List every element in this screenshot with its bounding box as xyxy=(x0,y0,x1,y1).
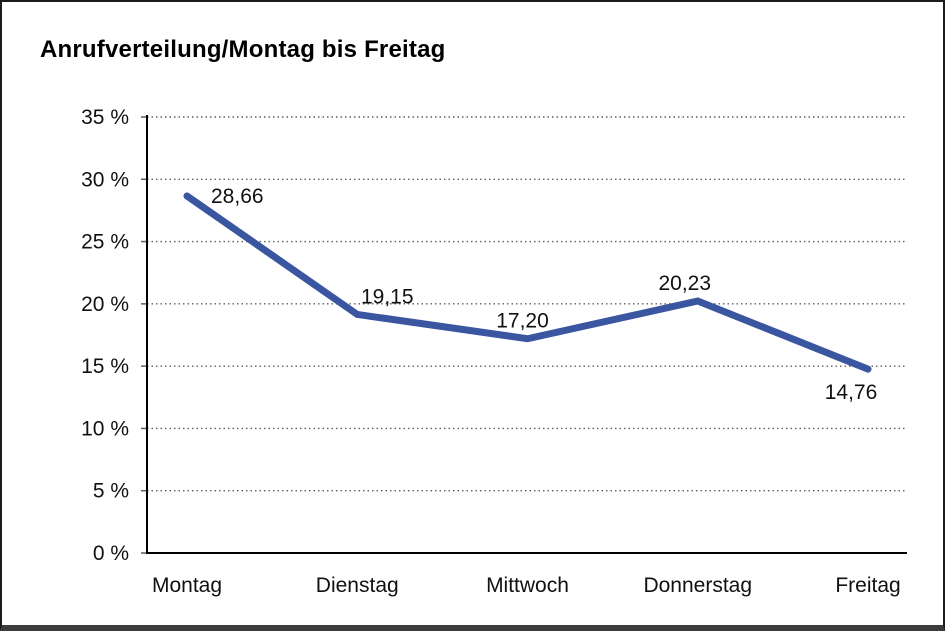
x-category-label: Montag xyxy=(152,574,222,597)
gridlines xyxy=(147,116,907,492)
y-tick-label: 25 % xyxy=(81,231,129,254)
x-category-label: Donnerstag xyxy=(643,574,752,597)
chart-title: Anrufverteilung/Montag bis Freitag xyxy=(40,36,446,63)
x-axis-category-labels: Montag Dienstag Mittwoch Donnerstag Freitag xyxy=(152,574,901,597)
y-tick-label: 5 % xyxy=(93,480,129,503)
x-category-label: Freitag xyxy=(835,574,900,597)
series-line-group xyxy=(183,192,872,373)
y-tick-label: 20 % xyxy=(81,293,129,316)
y-tick-label: 35 % xyxy=(81,106,129,129)
x-category-label: Dienstag xyxy=(316,574,399,597)
y-axis-tick-labels: 0 % 5 % 10 % 15 % 20 % 25 % 30 % 35 % xyxy=(81,106,129,565)
x-category-label: Mittwoch xyxy=(486,574,569,597)
data-point-labels: 28,66 19,15 17,20 20,23 14,76 xyxy=(211,185,877,404)
series-line xyxy=(183,192,872,373)
y-tick-label: 10 % xyxy=(81,417,129,440)
data-point-label: 28,66 xyxy=(211,185,264,208)
y-tick-label: 30 % xyxy=(81,168,129,191)
data-point-label: 14,76 xyxy=(825,381,878,404)
y-tick-label: 15 % xyxy=(81,355,129,378)
y-tick-label: 0 % xyxy=(93,542,129,565)
data-point-label: 17,20 xyxy=(496,310,549,333)
data-point-label: 19,15 xyxy=(361,285,414,308)
data-point-label: 20,23 xyxy=(658,272,711,295)
axes xyxy=(141,115,907,554)
